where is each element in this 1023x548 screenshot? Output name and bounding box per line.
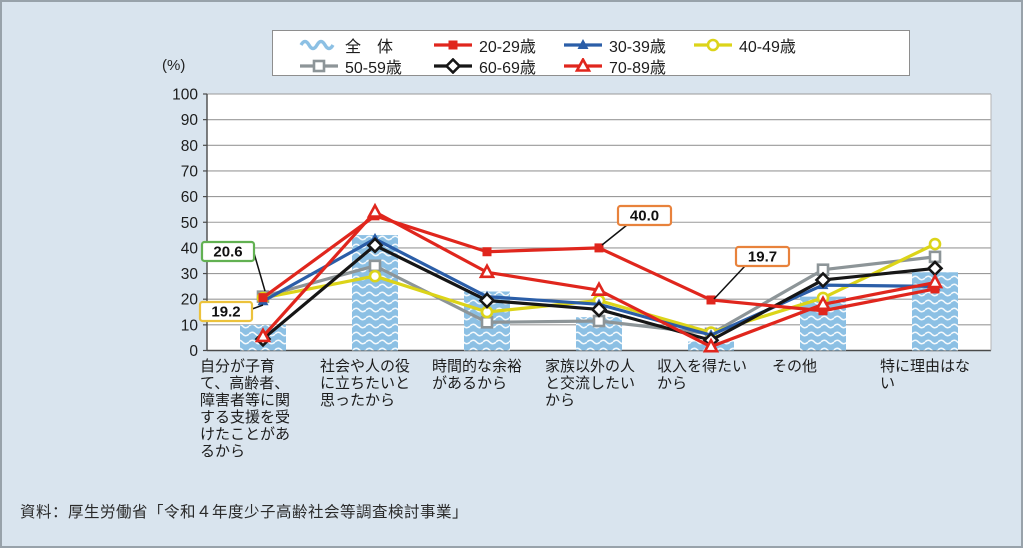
legend-swatch [694, 38, 732, 52]
category-label-7: 特に理由はない [880, 358, 971, 392]
legend-swatch [300, 59, 338, 73]
legend-swatch [564, 58, 602, 72]
y-tick-label: 50 [181, 215, 199, 232]
legend-item-50-59歳: 50-59歳 [299, 57, 402, 77]
legend-item-70-89歳: 70-89歳 [563, 57, 666, 77]
annotation-box [198, 300, 254, 323]
chart-legend: 全 体 20-29歳 30-39歳 40-49歳 50-59歳 60-69歳 70-89歳 [272, 30, 910, 77]
legend-label: 70-89歳 [609, 60, 666, 77]
annotations: 20.6 19.2 40.0 19.7 [198, 204, 791, 323]
y-axis-unit-label: (%) [162, 57, 186, 74]
legend-item-全体: 全 体 [299, 36, 394, 56]
y-tick-label: 30 [181, 266, 199, 283]
category-label-6: その他 [772, 358, 818, 375]
annotation-connector [713, 265, 746, 300]
y-tick-label: 60 [181, 189, 199, 206]
legend-swatch [434, 58, 472, 74]
category-label-2: 社会や人の役に立ちたいと思ったから [320, 358, 411, 409]
annotation-value: 40.0 [630, 208, 659, 225]
category-label-3: 時間的な余裕があるから [432, 358, 523, 392]
legend-label: 20-29歳 [479, 39, 536, 56]
source-note: 資料：厚生労働省「令和４年度少子高齢社会等調査検討事業」 [20, 504, 469, 521]
gridlines-and-ticks: 0 10 20 30 40 50 60 70 80 90 100 [172, 87, 991, 360]
legend-label: 全 体 [345, 39, 394, 56]
annotation-connector [601, 224, 628, 246]
legend-swatch [564, 39, 602, 49]
y-tick-label: 90 [181, 112, 199, 129]
annotation-value: 19.2 [211, 304, 240, 321]
legend-label: 60-69歳 [479, 60, 536, 77]
annotation-connector [253, 252, 266, 292]
y-tick-label: 80 [181, 138, 199, 155]
annotation-value: 20.6 [213, 244, 242, 261]
category-label-1: 自分が子育て、高齢者、障害者等に関する支援を受けたことがあるから [200, 358, 291, 460]
annotation-value: 19.7 [748, 249, 777, 266]
y-tick-label: 100 [172, 87, 198, 104]
line-series-70-89歳 [254, 202, 944, 353]
legend-item-30-39歳: 30-39歳 [563, 36, 666, 56]
annotation-box [734, 245, 791, 268]
legend-item-60-69歳: 60-69歳 [433, 57, 536, 77]
line-series-60-69歳 [254, 236, 944, 349]
y-tick-label: 0 [189, 343, 198, 360]
y-tick-label: 70 [181, 163, 199, 180]
legend-label: 50-59歳 [345, 60, 402, 77]
y-tick-label: 40 [181, 240, 199, 257]
y-tick-label: 20 [181, 292, 199, 309]
annotation-box [200, 240, 256, 263]
legend-swatch [299, 39, 335, 51]
legend-item-40-49歳: 40-49歳 [693, 36, 796, 56]
annotation-box [616, 204, 673, 227]
legend-label: 40-49歳 [739, 39, 796, 56]
category-label-4: 家族以外の人と交流したいから [545, 358, 636, 409]
legend-item-20-29歳: 20-29歳 [433, 36, 536, 56]
annotation-connector [251, 304, 264, 310]
legend-label: 30-39歳 [609, 39, 666, 56]
legend-swatch [434, 40, 472, 50]
category-label-5: 収入を得たいから [657, 358, 748, 392]
y-tick-label: 10 [181, 317, 199, 334]
